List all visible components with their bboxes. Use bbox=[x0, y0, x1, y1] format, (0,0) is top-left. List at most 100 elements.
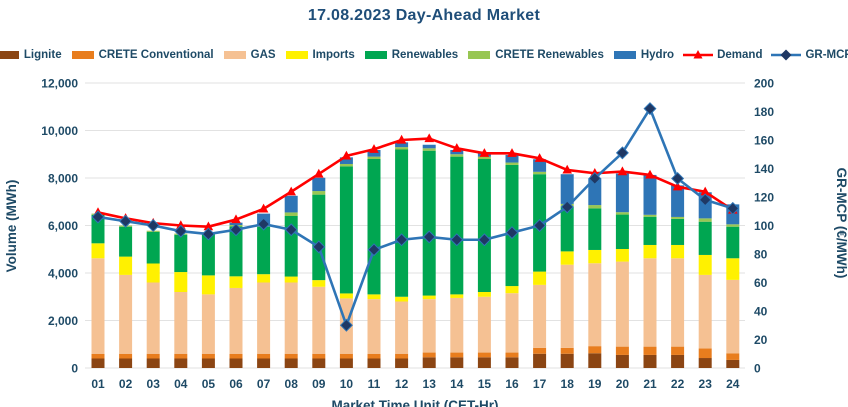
x-axis-tick: 15 bbox=[478, 377, 492, 391]
demand-marker bbox=[452, 143, 462, 152]
x-axis-tick: 19 bbox=[588, 377, 602, 391]
bar-segment-imports bbox=[615, 249, 629, 262]
bar-segment-imports bbox=[477, 292, 491, 297]
bar-segment-crete-conventional bbox=[119, 353, 133, 359]
bar-segment-renewables bbox=[588, 208, 602, 250]
gr-mcp-marker bbox=[201, 227, 215, 241]
bar-segment-crete-conventional bbox=[726, 353, 740, 360]
x-axis-tick: 24 bbox=[726, 377, 740, 391]
bar-segment-crete-renewables bbox=[671, 216, 685, 219]
gas-swatch-icon bbox=[223, 51, 246, 59]
bar-segment-renewables bbox=[643, 216, 657, 245]
gr-mcp-swatch-icon bbox=[771, 49, 802, 61]
gr-mcp-marker bbox=[284, 223, 298, 237]
bar-segment-lignite bbox=[229, 358, 243, 368]
x-axis-tick: 21 bbox=[643, 377, 657, 391]
bar-segment-hydro bbox=[615, 173, 629, 213]
bar-segment-imports bbox=[257, 274, 271, 283]
stacked-bars bbox=[91, 142, 740, 368]
gr-mcp-marker bbox=[422, 230, 436, 244]
demand-marker bbox=[645, 169, 655, 179]
bar-hour-05 bbox=[201, 232, 215, 368]
bar-segment-imports bbox=[505, 286, 519, 294]
bar-segment-crete-renewables bbox=[367, 156, 381, 159]
bar-segment-crete-renewables bbox=[698, 218, 712, 222]
bar-segment-crete-conventional bbox=[477, 352, 491, 358]
bar-segment-crete-renewables bbox=[533, 171, 547, 175]
bar-segment-crete-conventional bbox=[284, 353, 298, 359]
demand-marker bbox=[534, 153, 545, 162]
bar-segment-crete-conventional bbox=[146, 353, 160, 359]
bar-segment-crete-renewables bbox=[284, 212, 298, 216]
bar-segment-lignite bbox=[615, 354, 629, 368]
bar-hour-08 bbox=[284, 195, 298, 368]
right-axis-tick: 200 bbox=[754, 77, 774, 91]
legend-item-imports: Imports bbox=[285, 49, 355, 61]
legend-label-crete-renewables: CRETE Renewables bbox=[495, 49, 604, 61]
bar-segment-lignite bbox=[201, 358, 215, 368]
bar-hour-23 bbox=[698, 192, 712, 368]
bar-segment-crete-conventional bbox=[367, 353, 381, 359]
bar-segment-gas bbox=[615, 261, 629, 347]
bar-segment-crete-renewables bbox=[643, 214, 657, 217]
legend-item-renewables: Renewables bbox=[364, 49, 458, 61]
left-axis: 0 2,000 4,000 6,000 8,000 10,000 12,000 Volume … bbox=[4, 77, 78, 376]
bar-segment-lignite bbox=[146, 358, 160, 368]
bar-segment-renewables bbox=[726, 226, 740, 259]
bar-segment-crete-renewables bbox=[726, 224, 740, 227]
bar-segment-gas bbox=[257, 282, 271, 354]
bar-segment-imports bbox=[229, 276, 243, 288]
bar-segment-imports bbox=[422, 295, 436, 300]
legend-label-gas: GAS bbox=[250, 49, 276, 61]
bar-hour-01 bbox=[91, 213, 105, 368]
x-axis-tick: 23 bbox=[699, 377, 713, 391]
bar-segment-crete-conventional bbox=[339, 353, 353, 359]
bar-segment-imports bbox=[91, 243, 105, 259]
bar-hour-14 bbox=[450, 149, 464, 368]
bar-segment-lignite bbox=[91, 358, 105, 368]
bar-hour-16 bbox=[505, 154, 519, 368]
crete-conventional-swatch-icon bbox=[71, 51, 94, 59]
legend-item-crete-conventional: CRETE Conventional bbox=[71, 49, 214, 61]
bar-segment-renewables bbox=[450, 156, 464, 295]
bar-segment-gas bbox=[422, 299, 436, 353]
demand-marker bbox=[396, 134, 407, 144]
bar-segment-renewables bbox=[339, 166, 353, 294]
gr-mcp-marker bbox=[560, 200, 574, 214]
bar-hour-10 bbox=[339, 157, 353, 368]
bar-hour-04 bbox=[174, 233, 188, 368]
demand-marker bbox=[700, 186, 710, 196]
bar-segment-hydro bbox=[505, 154, 519, 163]
legend-label-gr-mcp: GR-MCP bbox=[805, 49, 848, 61]
bar-segment-hydro bbox=[560, 174, 574, 204]
bar-segment-imports bbox=[560, 251, 574, 265]
bar-segment-hydro bbox=[588, 178, 602, 206]
bar-segment-gas bbox=[671, 258, 685, 347]
bar-segment-lignite bbox=[477, 357, 491, 368]
bar-segment-imports bbox=[146, 263, 160, 283]
right-axis-tick: 0 bbox=[754, 362, 761, 376]
bar-hour-22 bbox=[671, 185, 685, 368]
chart-legend: Lignite CRETE Conventional GAS Imports Renew… bbox=[0, 49, 848, 61]
left-axis-tick: 0 bbox=[71, 362, 78, 376]
demand-marker bbox=[369, 144, 379, 153]
left-axis-tick: 8,000 bbox=[48, 172, 78, 186]
chart-title: 17.08.2023 Day-Ahead Market bbox=[307, 7, 541, 24]
x-axis-tick: 10 bbox=[340, 377, 354, 391]
bar-segment-hydro bbox=[339, 157, 353, 164]
bar-segment-imports bbox=[698, 254, 712, 275]
bar-segment-imports bbox=[367, 294, 381, 300]
bar-hour-13 bbox=[422, 144, 436, 368]
bar-segment-renewables bbox=[615, 214, 629, 250]
bar-segment-crete-conventional bbox=[671, 346, 685, 355]
bar-segment-gas bbox=[91, 258, 105, 354]
bar-segment-imports bbox=[312, 280, 326, 287]
bar-segment-imports bbox=[671, 244, 685, 259]
bar-segment-gas bbox=[477, 296, 491, 353]
right-axis-tick: 20 bbox=[754, 333, 768, 347]
bar-segment-gas bbox=[119, 274, 133, 354]
bar-segment-renewables bbox=[698, 221, 712, 255]
bar-segment-crete-renewables bbox=[422, 148, 436, 151]
gr-mcp-line bbox=[91, 102, 740, 332]
bar-segment-gas bbox=[312, 286, 326, 354]
